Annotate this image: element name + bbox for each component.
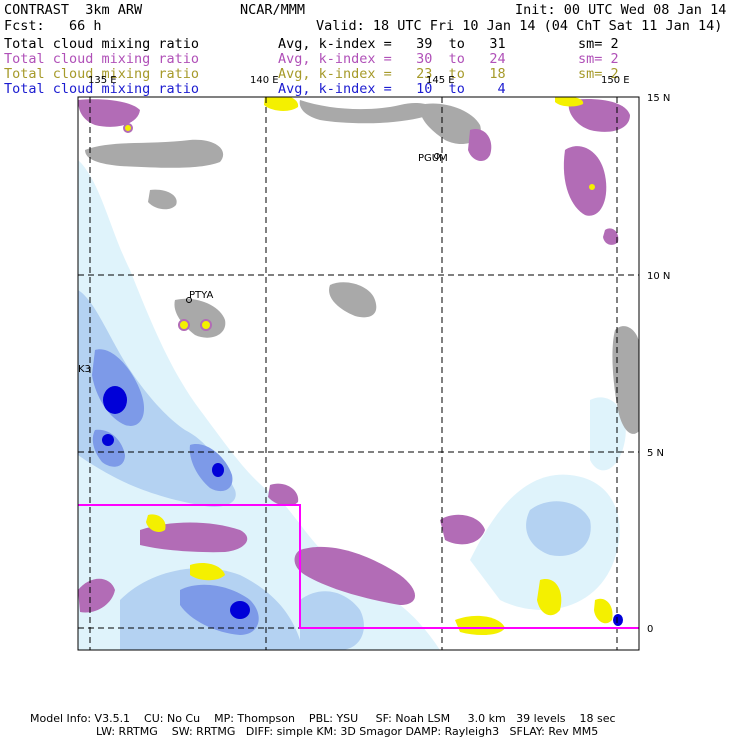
blue-strong-region-3 — [189, 444, 233, 492]
gray-cloud-center-3 — [148, 189, 177, 210]
field-sm-3: sm= 2 — [578, 66, 619, 82]
purple-cloud-south-3 — [78, 578, 115, 613]
field-stat-2: Avg, k-index = 30 to 24 — [278, 51, 506, 67]
station-ptya: PTYA — [189, 290, 213, 301]
purple-cloud-nw — [78, 99, 140, 127]
model-title: CONTRAST 3km ARW — [4, 2, 143, 18]
yellow-cloud-sw — [146, 514, 166, 533]
gray-cloud-center-2 — [174, 298, 226, 338]
yellow-cloud-south-1 — [455, 615, 505, 636]
lat-lon-grid — [78, 96, 639, 650]
valid-time: Valid: 18 UTC Fri 10 Jan 14 (04 ChT Sat … — [316, 18, 723, 34]
lon-label-145: 145 E — [426, 75, 455, 86]
blue-strong-region-2 — [180, 584, 259, 635]
gray-cloud-center — [329, 282, 377, 318]
gray-cloud-north — [85, 139, 224, 168]
yellow-cloud-ne — [555, 97, 584, 107]
blue-mid-region-east — [526, 501, 591, 556]
gray-cloud-east — [612, 326, 639, 434]
lon-label-150: 150 E — [601, 75, 630, 86]
purple-cloud-south — [294, 546, 415, 605]
model-info-line: Model Info: V3.5.1 CU: No Cu MP: Thompso… — [30, 712, 616, 725]
yellow-cloud-north — [264, 97, 299, 111]
map-frame — [77, 96, 640, 651]
field-name-3: Total cloud mixing ratio — [4, 66, 200, 82]
yellow-cell-ptya-2 — [200, 319, 212, 331]
yellow-cloud-south-3 — [190, 563, 225, 581]
lat-label-0: 0 — [647, 624, 653, 635]
blue-core-2 — [230, 601, 250, 619]
init-time: Init: 00 UTC Wed 08 Jan 14 — [515, 2, 727, 18]
purple-cloud-east-2 — [603, 228, 619, 245]
field-name-1: Total cloud mixing ratio — [4, 36, 200, 52]
blue-core-5 — [613, 614, 623, 626]
yellow-cell-nw — [123, 123, 133, 133]
forecast-hour: Fcst: 66 h — [4, 18, 102, 34]
model-physics-line: LW: RRTMG SW: RRTMG DIFF: simple KM: 3D … — [96, 725, 599, 738]
field-sm-2: sm= 2 — [578, 51, 619, 67]
field-sm-1: sm= 2 — [578, 36, 619, 52]
lat-label-5: 5 N — [647, 448, 664, 459]
nest-domain-outline — [78, 504, 639, 629]
yellow-cell-ptya-1 — [178, 319, 190, 331]
lat-label-15: 15 N — [647, 93, 670, 104]
blue-strong-region-4 — [92, 429, 125, 467]
station-pgum-marker — [434, 153, 440, 159]
field-stat-1: Avg, k-index = 39 to 31 — [278, 36, 506, 52]
blue-mid-region-south-2 — [300, 591, 364, 650]
purple-cloud-ne-3 — [468, 129, 492, 162]
blue-core-4 — [102, 434, 114, 446]
lon-label-140: 140 E — [250, 75, 279, 86]
blue-core-3 — [212, 463, 224, 477]
station-pgum: PGUM — [418, 153, 448, 164]
yellow-cloud-se — [594, 598, 613, 624]
center-title: NCAR/MMM — [240, 2, 306, 18]
blue-core-1 — [103, 386, 127, 414]
field-stat-4: Avg, k-index = 10 to 4 — [278, 81, 506, 97]
purple-cloud-center — [268, 483, 299, 507]
field-name-2: Total cloud mixing ratio — [4, 51, 200, 67]
gray-cloud-north-3 — [419, 103, 481, 145]
purple-cloud-ne-2 — [568, 98, 630, 132]
yellow-cell-ne — [587, 182, 597, 192]
purple-cloud-ne — [563, 146, 607, 216]
field-stat-3: Avg, k-index = 23 to 18 — [278, 66, 506, 82]
lon-label-135: 135 E — [88, 75, 117, 86]
yellow-cloud-south-2 — [537, 579, 562, 616]
purple-cloud-south-2 — [140, 522, 248, 553]
station-ptya-marker — [186, 297, 192, 303]
lat-label-10: 10 N — [647, 271, 670, 282]
purple-cloud-east — [440, 514, 485, 545]
station-k3: K3 — [78, 364, 91, 375]
gray-cloud-north-2 — [299, 100, 433, 124]
field-name-4: Total cloud mixing ratio — [4, 81, 200, 97]
